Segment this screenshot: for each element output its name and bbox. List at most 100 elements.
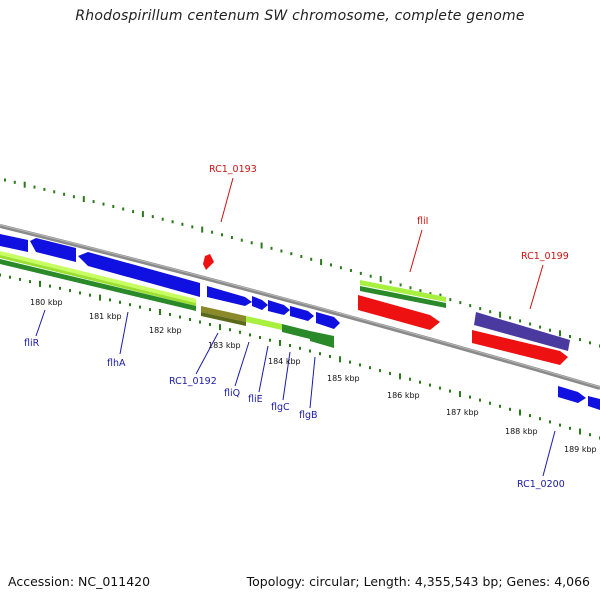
outer-ring-tick: [539, 325, 542, 329]
inner-ring-tick: [229, 328, 231, 332]
tick-label-185: 185 kbp: [327, 374, 360, 383]
tick-label-188: 188 kbp: [505, 427, 538, 436]
tick-label-187: 187 kbp: [446, 408, 479, 417]
outer-ring-tick: [211, 230, 214, 234]
gene-label-flhA[interactable]: flhA: [107, 358, 126, 369]
inner-ring-tick: [559, 423, 561, 427]
light-green-track: [0, 251, 446, 330]
outer-ring-tick: [399, 283, 402, 287]
accession-text: Accession: NC_011420: [8, 574, 151, 589]
inner-ring-tick: [219, 324, 221, 331]
outer-ring-tick: [72, 195, 75, 199]
inner-ring-tick: [399, 373, 401, 380]
gene-label-fliI[interactable]: fliI: [417, 216, 428, 227]
gene-label-RC1_0193[interactable]: RC1_0193: [209, 164, 257, 175]
outer-ring-tick: [459, 301, 462, 305]
cds-flgC[interactable]: [268, 300, 290, 315]
outer-ring-tick: [489, 310, 492, 314]
gene-label-fliR[interactable]: fliR: [24, 338, 40, 349]
outer-ring-tick: [191, 225, 194, 229]
inner-ring-tick: [509, 407, 511, 411]
outer-ring-tick: [260, 242, 263, 249]
inner-ring-tick: [109, 298, 111, 302]
outer-ring-tick: [320, 259, 323, 266]
outer-ring-tick: [509, 316, 512, 320]
gene-label-RC1_0199[interactable]: RC1_0199: [521, 251, 569, 262]
inner-ring-tick: [259, 336, 261, 339]
outer-ring-tick: [549, 328, 551, 332]
cds-right-1[interactable]: [558, 386, 586, 403]
inner-ring-tick: [79, 291, 81, 295]
gene-label-fliQ[interactable]: fliQ: [224, 388, 240, 399]
outer-ring-tick: [369, 274, 372, 278]
outer-ring-tick: [82, 196, 85, 203]
outer-ring-tick: [53, 190, 56, 194]
outer-ring-tick: [270, 246, 273, 250]
outer-ring-tick: [569, 335, 571, 338]
cds-flhA[interactable]: [30, 238, 76, 262]
inner-ring-tick: [409, 377, 411, 381]
cds-fliR[interactable]: [0, 234, 28, 252]
gene-label-RC1_0200[interactable]: RC1_0200: [517, 479, 565, 490]
inner-ring-tick: [469, 395, 471, 399]
outer-ring-tick: [161, 217, 164, 221]
tick-label-183: 183 kbp: [208, 341, 241, 350]
cds-fliE[interactable]: [252, 296, 268, 310]
inner-ring-tick: [99, 294, 101, 301]
inner-ring-tick: [269, 338, 271, 342]
tick-label-181: 181 kbp: [89, 312, 122, 321]
gene-label-flgC[interactable]: flgC: [271, 402, 290, 413]
feature-RC1_0199[interactable]: [474, 312, 570, 351]
inner-ring-tick: [579, 428, 581, 435]
inner-ring-tick: [69, 289, 71, 293]
inner-ring-tick: [539, 417, 541, 421]
outer-ring-tick: [479, 307, 482, 311]
feature-RC1_0199-red[interactable]: [472, 330, 568, 365]
outer-ring-tick: [23, 181, 26, 188]
outer-ring-tick: [290, 252, 293, 256]
inner-ring-tick: [279, 339, 281, 346]
cds-fliQ[interactable]: [207, 286, 252, 306]
gene-label-flgB[interactable]: flgB: [299, 410, 318, 421]
inner-ring-tick: [169, 313, 171, 316]
gene-label-fliE[interactable]: fliE: [248, 394, 263, 405]
inner-ring-tick: [179, 315, 181, 319]
cds-flgB-1[interactable]: [290, 306, 314, 321]
inner-ring-tick: [89, 293, 91, 297]
outer-ring-tick: [102, 202, 105, 206]
inner-ring-tick: [289, 344, 291, 347]
inner-ring-tick: [9, 275, 11, 279]
outer-ring-tick: [449, 298, 452, 302]
cds-right-2[interactable]: [588, 396, 600, 410]
inner-ring-tick: [389, 371, 391, 375]
outer-ring-tick: [122, 207, 125, 211]
inner-ring-tick: [159, 309, 161, 315]
outer-ring-tick: [240, 238, 243, 242]
outer-ring-tick: [349, 269, 352, 272]
cds-RC1_0192-left[interactable]: [78, 252, 200, 297]
gene-label-RC1_0192[interactable]: RC1_0192: [169, 376, 217, 387]
gene-labels: fliR flhA RC1_0192 fliQ fliE flgC flgB R…: [24, 164, 569, 490]
tick-label-182: 182 kbp: [149, 326, 182, 335]
inner-ring-tick: [529, 414, 531, 418]
inner-ring-tick: [149, 308, 151, 312]
chromosome-backbone: [0, 224, 600, 390]
feature-RC1_0193[interactable]: [203, 254, 214, 270]
outer-ring-tick: [589, 341, 591, 345]
red-feature-track: [203, 254, 568, 365]
outer-ring-tick: [171, 220, 174, 224]
inner-tick-ring: [0, 273, 600, 440]
inner-ring-tick: [0, 273, 1, 277]
outer-ring-tick: [201, 226, 204, 233]
outer-ring-tick: [379, 276, 382, 283]
outer-ring-tick: [92, 200, 95, 204]
feature-fliI[interactable]: [358, 295, 440, 330]
inner-ring-tick: [319, 352, 321, 356]
cds-flgB-2[interactable]: [316, 312, 340, 329]
outer-ring-tick: [300, 255, 303, 258]
inner-ring-tick: [589, 433, 591, 437]
inner-ring-tick: [139, 305, 141, 309]
label-pointers: [35, 177, 556, 477]
inner-ring-tick: [119, 300, 121, 304]
